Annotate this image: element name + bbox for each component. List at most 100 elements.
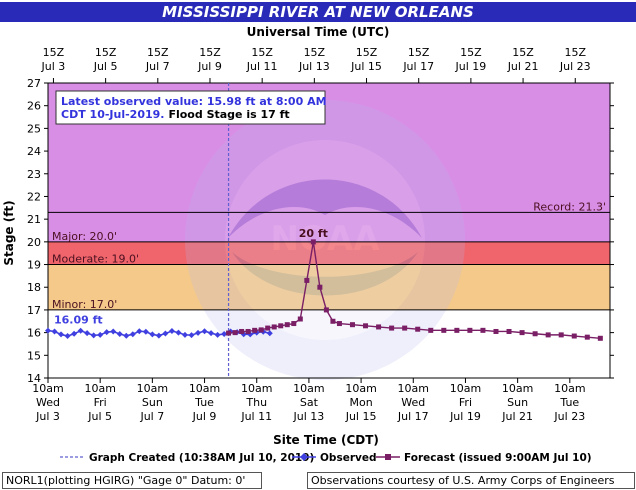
bottom-tick-date: Jul 21 [501,410,533,423]
bottom-tick-date: Jul 23 [553,410,585,423]
forecast-point [271,324,277,330]
forecast-point [284,322,290,328]
top-axis-title: Universal Time (UTC) [247,25,390,39]
observed-point [71,330,78,337]
y-tick-label: 20 [27,236,41,249]
observed-point [266,330,273,337]
y-tick-label: 16 [27,327,41,340]
noaa-logo-text: NOAA [270,219,380,259]
top-tick-time: 15Z [147,46,169,59]
top-tick-time: 15Z [43,46,65,59]
legend-forecast-label: Forecast (issued 9:00AM Jul 10) [404,452,592,464]
forecast-point [519,330,525,336]
bottom-tick-weekday: Fri [94,396,107,409]
latest-value-line-2: CDT 10-Jul-2019. Flood Stage is 17 ft [61,108,290,121]
observed-point [201,328,208,335]
legend-created-label: Graph Created (10:38AM Jul 10, 2019) [89,452,314,464]
bottom-tick-weekday: Tue [194,396,214,409]
minor-label: Minor: 17.0' [52,298,117,311]
bottom-tick-weekday: Tue [559,396,579,409]
forecast-point [349,322,355,328]
bottom-tick-date: Jul 15 [345,410,377,423]
y-tick-label: 19 [27,259,41,272]
forecast-point [506,328,512,334]
bottom-tick-time: 10am [189,382,220,395]
observed-point [129,331,136,338]
top-tick-date: Jul 17 [402,60,434,73]
bottom-tick-weekday: Fri [459,396,472,409]
flood-category-bands [48,83,610,378]
bottom-tick-time: 10am [293,382,324,395]
observed-point [103,329,110,336]
flood-category-labels: Record: 21.3' Major: 20.0' Moderate: 19.0'… [52,200,606,311]
forecast-point [363,323,369,329]
forecast-point [258,327,264,333]
observed-point [149,331,156,338]
y-tick-label: 25 [27,122,41,135]
forecast-point [467,327,473,333]
y-tick-label: 26 [27,100,41,113]
y-tick-label: 23 [27,168,41,181]
observed-point [142,328,149,335]
top-tick-date: Jul 23 [559,60,591,73]
series-layer: 16.09 ft 20 ft [45,227,603,341]
bottom-tick-time: 10am [32,382,63,395]
observed-point [51,328,58,335]
forecast-point [226,330,232,336]
observed-point [195,329,202,336]
bottom-tick-weekday: Wed [36,396,60,409]
top-tick-time: 15Z [304,46,326,59]
bottom-tick-time: 10am [450,382,481,395]
observed-point [221,330,228,337]
y-tick-label: 27 [27,77,41,90]
top-tick-date: Jul 5 [93,60,118,73]
top-tick-time: 15Z [564,46,586,59]
observed-point [155,332,162,339]
observed-point [188,332,195,339]
observed-point [77,327,84,334]
top-tick-date: Jul 21 [507,60,539,73]
forecast-point [310,239,316,245]
forecast-point [558,332,564,338]
forecast-point [336,321,342,327]
forecast-point [584,334,590,340]
observed-point [208,330,215,337]
bottom-tick-date: Jul 7 [139,410,164,423]
top-tick-time: 15Z [95,46,117,59]
forecast-point [571,333,577,339]
major-label: Major: 20.0' [52,230,117,243]
forecast-point [597,335,603,341]
top-tick-date: Jul 3 [41,60,66,73]
noaa-bird-icon [228,179,422,238]
y-tick-label: 24 [27,145,41,158]
forecast-point [323,307,329,313]
y-tick-label: 15 [27,349,41,362]
observed-point [64,333,71,340]
bottom-tick-weekday: Sun [142,396,163,409]
bottom-tick-time: 10am [137,382,168,395]
y-tick-label: 17 [27,304,41,317]
plot-frame [47,82,611,379]
bottom-tick-date: Jul 11 [240,410,272,423]
bottom-tick-weekday: Sun [507,396,528,409]
bottom-tick-date: Jul 13 [293,410,325,423]
bottom-tick-time: 10am [84,382,115,395]
top-tick-time: 15Z [408,46,430,59]
observed-point [175,329,182,336]
bottom-tick-date: Jul 9 [192,410,217,423]
observed-point [97,331,104,338]
bottom-tick-date: Jul 19 [449,410,481,423]
observed-point [90,332,97,339]
latest-value-date: CDT 10-Jul-2019. [61,108,164,121]
top-tick-date: Jul 19 [455,60,487,73]
forecast-point [441,327,447,333]
bottom-tick-time: 10am [241,382,272,395]
bottom-tick-date: Jul 3 [35,410,60,423]
bottom-axis-title: Site Time (CDT) [273,433,379,447]
y-tick-label: 22 [27,190,41,203]
forecast-point [239,328,245,334]
forecast-point [304,277,310,283]
flood-stage-note: Flood Stage is 17 ft [168,108,289,121]
